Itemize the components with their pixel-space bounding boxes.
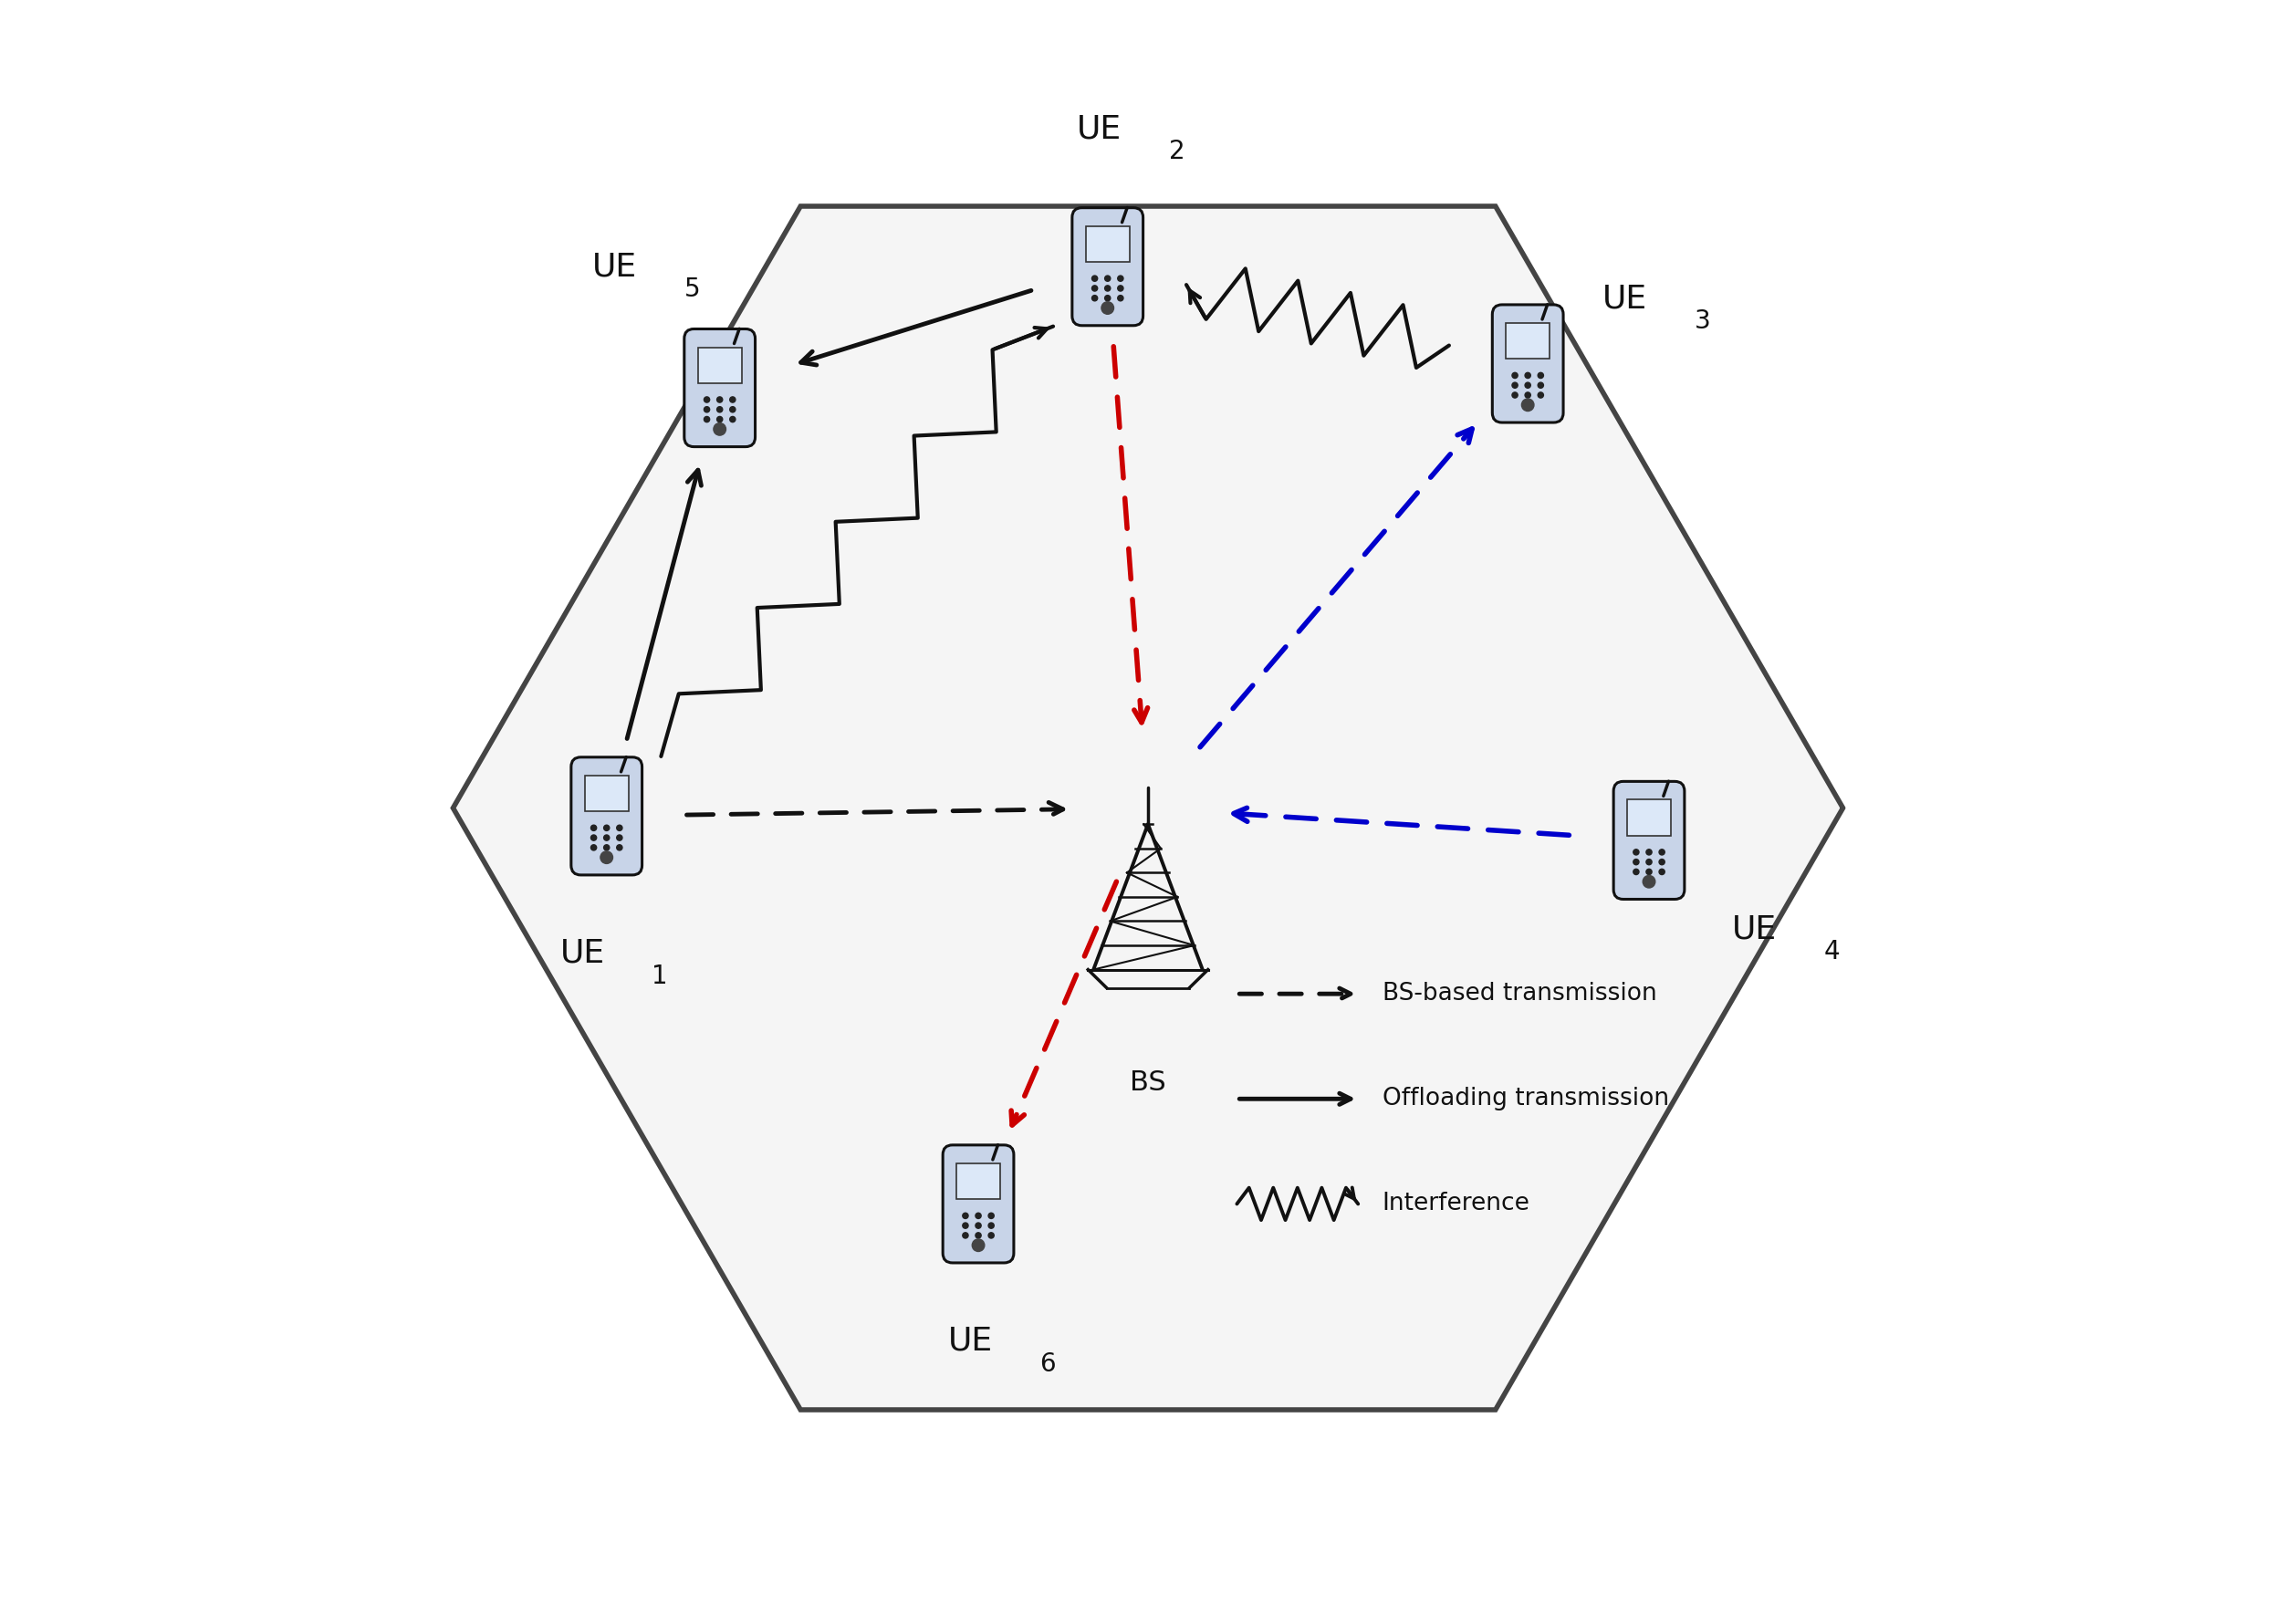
Circle shape [1525,393,1531,398]
Text: 5: 5 [684,276,700,302]
Circle shape [618,826,622,831]
Text: 2: 2 [1169,139,1185,165]
Circle shape [1104,276,1111,281]
FancyBboxPatch shape [944,1146,1015,1262]
Text: UE: UE [560,937,604,970]
Circle shape [1118,276,1123,281]
Circle shape [987,1233,994,1238]
Circle shape [716,398,723,402]
Circle shape [716,417,723,422]
Polygon shape [452,207,1844,1409]
Text: Offloading transmission: Offloading transmission [1382,1088,1669,1110]
Circle shape [590,845,597,850]
Circle shape [1118,286,1123,291]
Circle shape [1093,286,1097,291]
Text: UE: UE [1603,283,1646,315]
Text: 6: 6 [1040,1351,1056,1377]
Circle shape [604,826,608,831]
Circle shape [1525,383,1531,388]
Circle shape [976,1233,980,1238]
Circle shape [730,417,735,422]
Circle shape [1646,850,1651,855]
Text: UE: UE [592,250,636,283]
Text: 1: 1 [652,963,668,989]
FancyBboxPatch shape [1506,323,1550,359]
Circle shape [987,1214,994,1218]
Circle shape [730,407,735,412]
FancyBboxPatch shape [1628,800,1671,835]
Circle shape [714,423,726,435]
Circle shape [976,1214,980,1218]
Circle shape [1632,869,1639,874]
Circle shape [971,1239,985,1251]
Circle shape [1513,393,1518,398]
FancyBboxPatch shape [585,776,629,811]
FancyBboxPatch shape [684,330,755,446]
Circle shape [987,1223,994,1228]
Circle shape [1660,850,1665,855]
Circle shape [590,835,597,840]
Circle shape [1118,296,1123,301]
FancyBboxPatch shape [572,758,643,874]
Circle shape [618,845,622,850]
Circle shape [1660,869,1665,874]
Text: UE: UE [948,1325,992,1357]
FancyBboxPatch shape [1086,226,1130,262]
Circle shape [1644,876,1655,887]
Circle shape [1093,296,1097,301]
Text: BS: BS [1130,1070,1166,1096]
Circle shape [716,407,723,412]
Circle shape [1513,383,1518,388]
FancyBboxPatch shape [957,1164,1001,1199]
Circle shape [602,852,613,863]
Circle shape [604,845,608,850]
Circle shape [1538,373,1543,378]
Circle shape [1632,850,1639,855]
Circle shape [705,398,709,402]
Circle shape [1513,373,1518,378]
FancyBboxPatch shape [698,347,742,383]
FancyBboxPatch shape [1492,305,1564,422]
Circle shape [1522,399,1534,410]
Text: BS-based transmission: BS-based transmission [1382,983,1658,1005]
FancyBboxPatch shape [1614,782,1685,898]
Circle shape [590,826,597,831]
Circle shape [962,1214,969,1218]
Circle shape [705,417,709,422]
Circle shape [1104,296,1111,301]
Circle shape [1646,869,1651,874]
Circle shape [1102,302,1114,314]
Circle shape [1093,276,1097,281]
FancyBboxPatch shape [1072,208,1143,325]
Text: 3: 3 [1694,309,1711,335]
Circle shape [618,835,622,840]
Circle shape [1525,373,1531,378]
Text: Interference: Interference [1382,1193,1529,1215]
Text: 4: 4 [1823,939,1839,965]
Circle shape [1538,393,1543,398]
Circle shape [976,1223,980,1228]
Circle shape [962,1223,969,1228]
Circle shape [604,835,608,840]
Circle shape [962,1233,969,1238]
Text: UE: UE [1077,113,1123,145]
Circle shape [1646,860,1651,865]
Circle shape [1632,860,1639,865]
Circle shape [705,407,709,412]
Text: UE: UE [1731,913,1777,945]
Circle shape [1104,286,1111,291]
Circle shape [1660,860,1665,865]
Circle shape [1538,383,1543,388]
Circle shape [730,398,735,402]
